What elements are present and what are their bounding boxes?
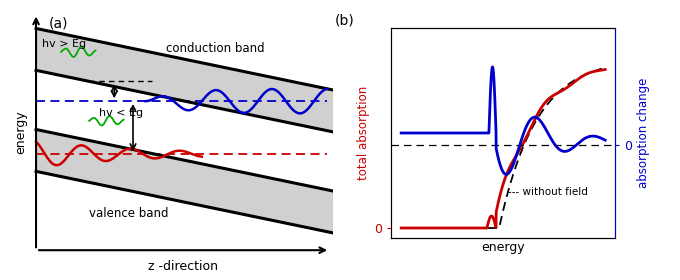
Text: hv > Eg: hv > Eg <box>42 39 86 50</box>
Text: energy: energy <box>14 110 27 154</box>
Text: hv < Eg: hv < Eg <box>99 108 143 118</box>
Text: conduction band: conduction band <box>166 42 265 55</box>
Text: (b): (b) <box>335 13 355 27</box>
Text: valence band: valence band <box>89 207 169 220</box>
Text: (a): (a) <box>48 16 68 30</box>
Y-axis label: total absorption: total absorption <box>357 86 370 180</box>
Polygon shape <box>36 70 333 191</box>
Y-axis label: absorption change: absorption change <box>636 78 649 188</box>
Text: --- without field: --- without field <box>508 187 588 197</box>
X-axis label: energy: energy <box>481 241 525 254</box>
Text: z -direction: z -direction <box>148 260 218 273</box>
Polygon shape <box>36 29 333 233</box>
